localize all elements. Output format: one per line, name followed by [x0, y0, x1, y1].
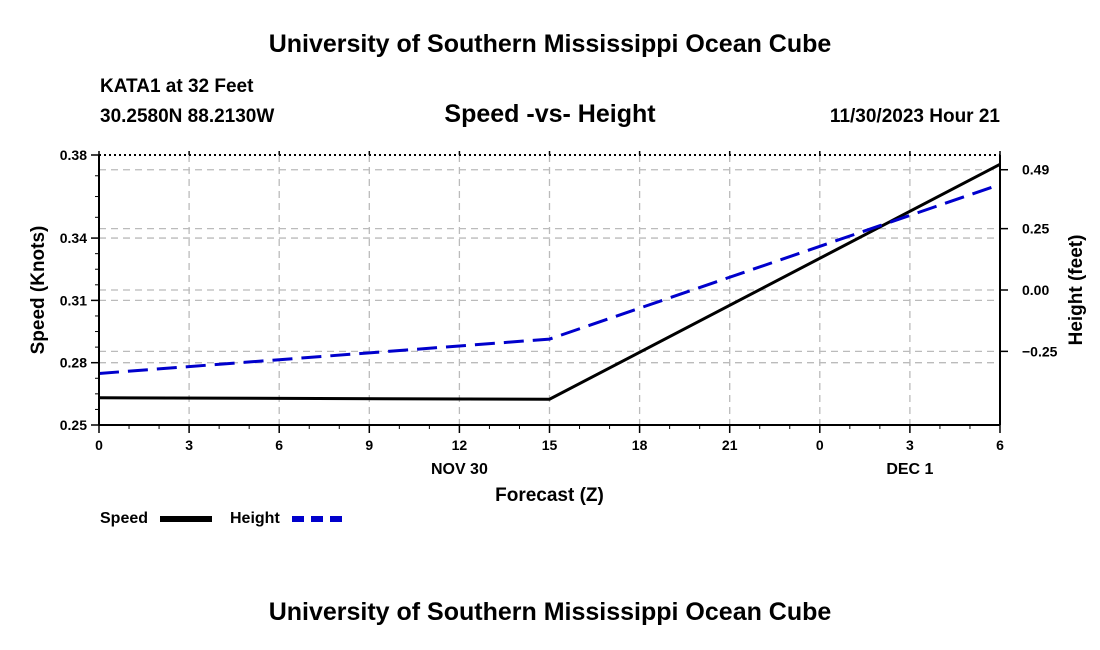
x-tick-label: 0: [816, 437, 824, 453]
date-label: DEC 1: [886, 461, 933, 478]
x-tick-label: 3: [906, 437, 914, 453]
x-tick-label: 9: [365, 437, 373, 453]
x-tick-label: 3: [185, 437, 193, 453]
y-right-tick-label: 0.49: [1022, 162, 1049, 178]
y-right-tick-label: 0.25: [1022, 221, 1049, 237]
legend-height-swatch: [292, 516, 342, 522]
axis-ticks: [91, 151, 1008, 433]
y-left-tick-label: 0.25: [60, 417, 87, 433]
legend-speed-label: Speed: [100, 510, 149, 527]
axis-labels: 0 3 6 9 12 15 18 21 0 3 6 NOV 30 DEC 1 Forecast (Z) 0.…: [28, 147, 1087, 506]
y-left-tick-label: 0.34: [60, 230, 87, 246]
station-label: KATA1 at 32 Feet: [100, 76, 254, 97]
y-left-tick-label: 0.38: [60, 147, 87, 163]
x-tick-label: 12: [452, 437, 468, 453]
legend-height-label: Height: [230, 510, 280, 527]
x-tick-label: 6: [275, 437, 283, 453]
date-label: NOV 30: [431, 461, 488, 478]
page-title: University of Southern Mississippi Ocean…: [268, 30, 832, 58]
height-line: [98, 183, 1001, 375]
x-tick-label: 15: [542, 437, 558, 453]
y-right-axis-title: Height (feet): [1066, 235, 1087, 346]
y-left-axis-title: Speed (Knots): [28, 226, 49, 355]
speed-line: [98, 163, 1001, 401]
series-lines: [98, 163, 1001, 401]
legend-speed-swatch: [160, 516, 212, 522]
x-tick-label: 0: [95, 437, 103, 453]
forecast-datetime: 11/30/2023 Hour 21: [829, 106, 1000, 127]
x-tick-label: 6: [996, 437, 1004, 453]
x-tick-label: 21: [722, 437, 738, 453]
grid: [99, 155, 1000, 425]
coordinates-label: 30.2580N 88.2130W: [100, 106, 275, 127]
y-left-tick-label: 0.28: [60, 355, 87, 371]
chart-subtitle: Speed -vs- Height: [444, 100, 656, 128]
footer-title: University of Southern Mississippi Ocean…: [268, 598, 832, 626]
y-left-tick-label: 0.31: [60, 292, 87, 308]
y-right-tick-label: 0.00: [1022, 282, 1049, 298]
x-axis-title: Forecast (Z): [495, 485, 604, 506]
y-right-tick-label: −0.25: [1022, 343, 1058, 359]
x-tick-label: 18: [632, 437, 648, 453]
